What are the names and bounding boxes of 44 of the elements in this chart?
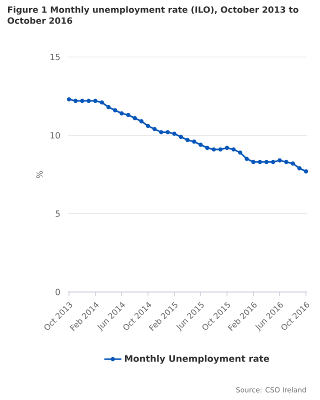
point: [152, 126, 157, 132]
y-tick-label: 15: [50, 54, 60, 60]
point: [212, 147, 216, 152]
point: [159, 130, 164, 134]
point: [198, 142, 203, 147]
chart-title: Figure 1 Monthly unemployment rate (ILO), October 2013 to October 2016: [8, 6, 298, 24]
y-tick-label: 10: [50, 132, 60, 139]
legend-label: Monthly Unemployment rate: [124, 354, 270, 364]
point: [238, 150, 242, 155]
point: [304, 169, 308, 174]
point: [284, 160, 288, 164]
point: [86, 98, 91, 103]
point: [66, 97, 72, 102]
point: [166, 130, 170, 134]
point: [218, 147, 223, 152]
point: [297, 166, 302, 170]
point: [146, 124, 150, 128]
point: [106, 105, 111, 110]
point: [258, 160, 262, 164]
point: [192, 140, 196, 144]
point: [231, 147, 236, 152]
point: [251, 160, 256, 164]
point: [126, 112, 130, 118]
point: [120, 111, 124, 116]
point: [264, 160, 269, 164]
y-tick-label: 5: [56, 210, 60, 217]
y-axis-title: %: [36, 170, 43, 178]
point: [178, 134, 184, 140]
point: [290, 161, 295, 166]
point: [100, 100, 104, 105]
point: [80, 98, 84, 103]
point: [132, 116, 137, 120]
point: [185, 138, 190, 142]
point: [224, 146, 230, 150]
point: [205, 146, 210, 150]
point: [93, 98, 98, 103]
point: [244, 156, 249, 161]
point: [270, 160, 276, 164]
point: [73, 98, 78, 103]
point: [278, 158, 282, 162]
point: [112, 108, 118, 112]
point: [172, 132, 176, 136]
point: [139, 119, 144, 124]
y-tick-label: 0: [56, 288, 60, 296]
